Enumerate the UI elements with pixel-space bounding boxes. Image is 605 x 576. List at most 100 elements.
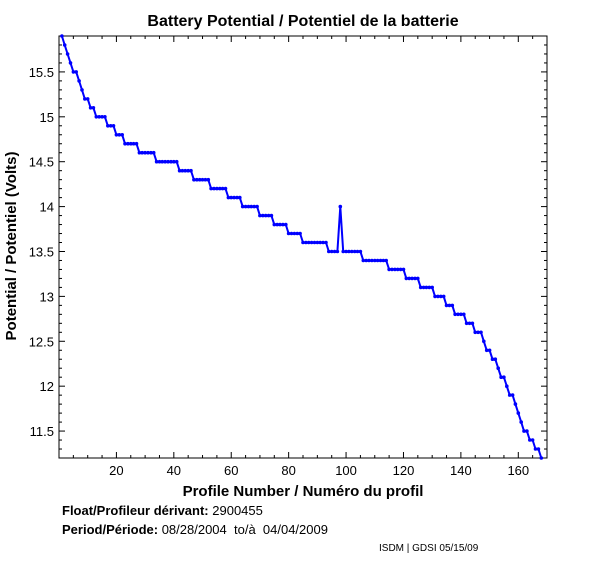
data-point <box>126 141 130 146</box>
data-point <box>496 366 501 371</box>
x-tick-label: 60 <box>224 463 238 478</box>
data-point <box>358 249 363 254</box>
data-point <box>413 276 417 281</box>
data-point <box>338 204 343 209</box>
data-point <box>103 115 107 119</box>
data-point <box>416 276 420 281</box>
data-point <box>364 258 369 263</box>
data-point <box>177 168 182 173</box>
period-value: 08/28/2004 to/à 04/04/2009 <box>161 522 328 537</box>
data-point <box>482 339 486 344</box>
data-point <box>160 159 165 164</box>
data-point <box>151 150 156 155</box>
y-axis-label: Potential / Potentiel (Volts) <box>3 152 20 341</box>
data-point <box>284 222 288 227</box>
data-point <box>464 321 469 326</box>
data-point <box>186 168 190 173</box>
x-tick-label: 40 <box>167 463 181 478</box>
data-point <box>261 213 265 218</box>
x-axis-label: Profile Number / Numéro du profil <box>183 483 424 500</box>
data-point <box>77 79 81 83</box>
data-point <box>493 357 498 362</box>
data-point <box>473 330 478 335</box>
data-point <box>223 186 228 191</box>
data-point <box>174 159 179 164</box>
data-point <box>203 177 208 182</box>
data-point <box>395 267 400 272</box>
data-point <box>100 115 104 119</box>
data-point <box>332 249 337 254</box>
data-point <box>114 133 119 137</box>
data-point <box>166 159 170 164</box>
data-point <box>306 240 311 245</box>
data-point <box>215 186 219 191</box>
data-point <box>318 240 323 245</box>
data-point <box>62 43 67 47</box>
data-point <box>129 141 133 146</box>
data-point <box>88 106 93 110</box>
data-point <box>373 258 377 263</box>
data-point <box>269 213 274 218</box>
data-point <box>530 438 535 442</box>
data-point <box>226 195 231 200</box>
data-point <box>65 52 70 56</box>
series-markers <box>60 34 544 460</box>
period-label: Period/Période: <box>62 522 159 537</box>
data-point <box>163 159 167 164</box>
data-point <box>341 249 346 254</box>
data-point <box>200 177 205 182</box>
data-point <box>533 447 538 451</box>
series-line <box>60 35 543 459</box>
data-point <box>255 204 259 209</box>
data-point <box>456 312 460 317</box>
data-point <box>304 240 308 245</box>
data-point <box>292 231 297 236</box>
data-point <box>195 177 199 182</box>
data-point <box>470 321 475 326</box>
data-point <box>232 195 236 200</box>
data-point <box>140 150 144 155</box>
data-point <box>97 115 101 119</box>
data-point <box>329 249 334 254</box>
x-tick-label: 140 <box>450 463 472 478</box>
data-point <box>197 177 202 182</box>
data-point <box>249 204 254 209</box>
data-point <box>149 150 153 155</box>
data-point <box>522 429 526 433</box>
data-point <box>281 222 285 227</box>
data-point <box>462 312 466 317</box>
data-point <box>111 124 116 128</box>
data-point <box>94 115 99 119</box>
data-point <box>212 186 216 191</box>
data-point <box>367 258 371 263</box>
data-point <box>91 106 96 110</box>
float-label: Float/Profileur dérivant: <box>62 503 209 518</box>
data-point <box>441 294 446 299</box>
data-point <box>384 258 389 263</box>
data-point <box>298 231 302 236</box>
x-tick-label: 100 <box>335 463 357 478</box>
x-axis-ticks: 20 40 60 80 100 120 140 160 <box>72 36 534 478</box>
data-point <box>123 141 127 146</box>
data-point <box>252 204 256 209</box>
data-point <box>321 240 325 245</box>
data-point <box>401 267 406 272</box>
data-point <box>238 195 242 200</box>
data-point <box>536 447 541 451</box>
data-point <box>83 97 87 101</box>
data-point <box>117 133 122 137</box>
data-point <box>539 456 544 460</box>
data-point <box>301 240 305 245</box>
data-point <box>324 240 328 245</box>
data-point <box>390 267 394 272</box>
data-point <box>387 267 391 272</box>
data-point <box>258 213 262 218</box>
data-point <box>505 384 509 389</box>
data-point <box>295 231 300 236</box>
data-point <box>108 124 113 128</box>
data-point <box>275 222 280 227</box>
data-point <box>525 429 529 433</box>
data-point <box>361 258 366 263</box>
data-point <box>68 61 73 65</box>
data-point <box>120 133 124 137</box>
